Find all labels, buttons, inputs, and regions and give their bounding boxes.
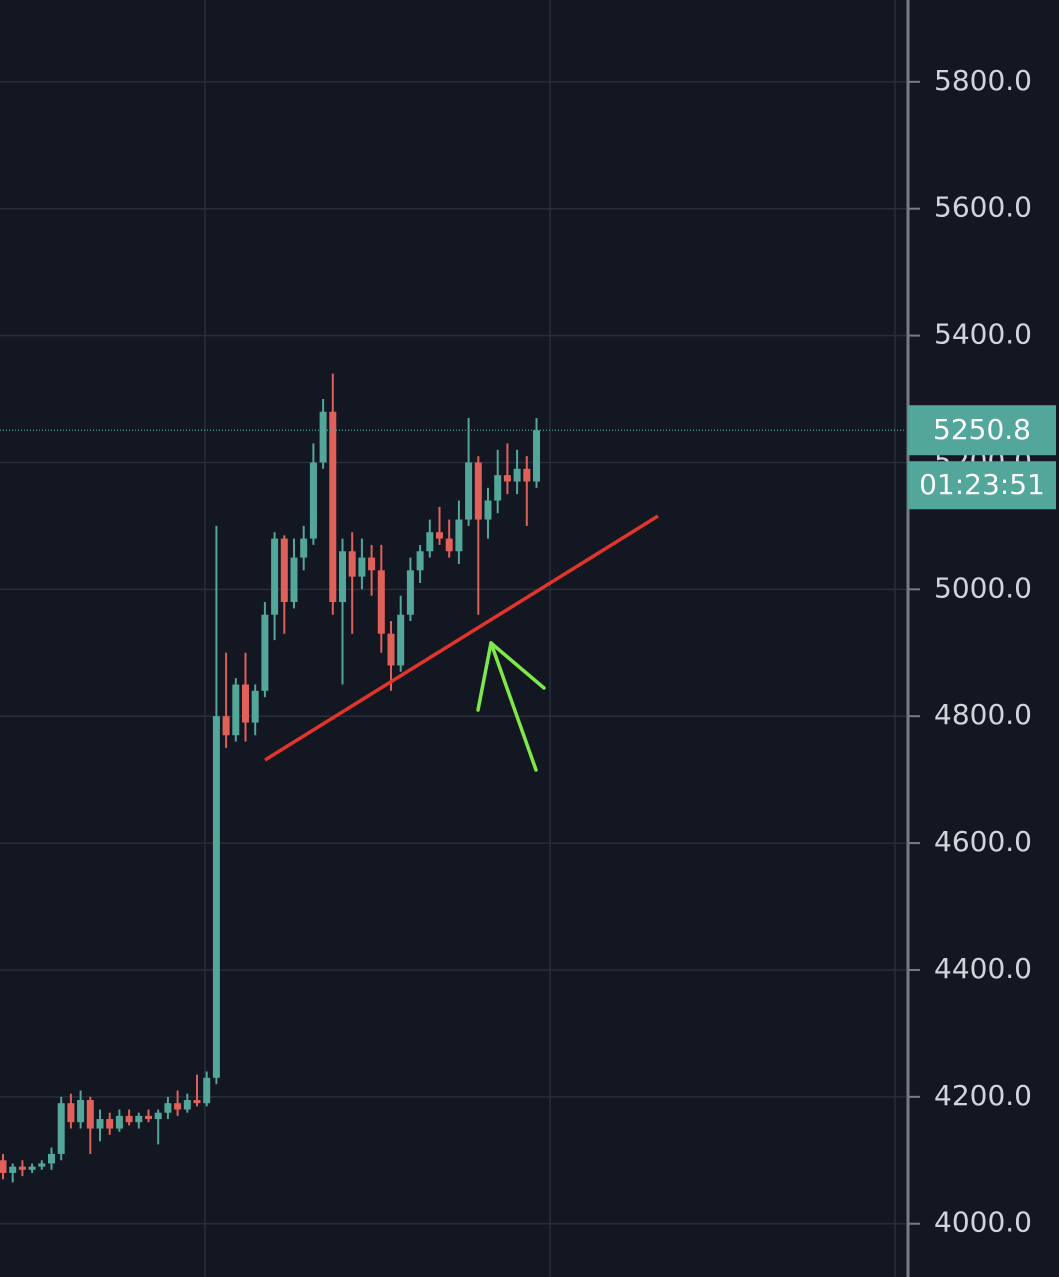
candle-body bbox=[48, 1153, 55, 1164]
candle-body bbox=[96, 1119, 104, 1129]
candle-body bbox=[358, 557, 366, 577]
candle-body bbox=[513, 468, 521, 482]
candle-body bbox=[77, 1100, 85, 1123]
candle-body bbox=[115, 1115, 123, 1129]
candle-body bbox=[38, 1163, 46, 1167]
candle-body bbox=[523, 468, 531, 482]
price-label-box bbox=[908, 405, 1056, 456]
candle-body bbox=[387, 633, 395, 666]
candle-body bbox=[484, 500, 492, 520]
candle-body bbox=[280, 538, 288, 603]
candle-body bbox=[86, 1100, 94, 1129]
candle-body bbox=[9, 1166, 17, 1173]
candle-body bbox=[503, 475, 511, 482]
candle-body bbox=[28, 1166, 36, 1170]
candle-body bbox=[203, 1077, 211, 1104]
candle-body bbox=[261, 614, 269, 691]
candle-body bbox=[242, 684, 249, 723]
candle-body bbox=[329, 411, 337, 603]
trend-line bbox=[264, 514, 659, 762]
candle-body bbox=[106, 1119, 114, 1129]
candle-body bbox=[445, 538, 453, 552]
candle-body bbox=[319, 411, 327, 463]
candle-body bbox=[154, 1112, 162, 1120]
y-tick-label: 4600.0 bbox=[934, 825, 1032, 858]
candle-body bbox=[212, 716, 220, 1078]
candle-body bbox=[426, 532, 434, 552]
candle-body bbox=[368, 557, 376, 571]
y-tick-label: 4000.0 bbox=[934, 1206, 1032, 1239]
candle-body bbox=[251, 690, 259, 723]
y-tick-label: 4200.0 bbox=[934, 1079, 1032, 1112]
candle-body bbox=[67, 1103, 75, 1123]
candle-body bbox=[416, 551, 424, 571]
candle-body bbox=[465, 462, 473, 520]
candle-body bbox=[18, 1166, 26, 1170]
candle-body bbox=[377, 570, 385, 634]
candle-body bbox=[300, 538, 308, 558]
candle-body bbox=[164, 1103, 172, 1113]
candle-body bbox=[145, 1115, 152, 1120]
candle-body bbox=[309, 462, 317, 539]
y-tick-label: 5400.0 bbox=[934, 318, 1032, 351]
y-tick-label: 5000.0 bbox=[934, 571, 1032, 604]
candle-body bbox=[0, 1160, 7, 1173]
arrow bbox=[476, 641, 546, 772]
candle-body bbox=[406, 570, 414, 615]
candle-body bbox=[436, 532, 443, 539]
countdown-box bbox=[908, 461, 1056, 510]
y-tick-label: 4800.0 bbox=[934, 698, 1032, 731]
price-label: 5250.8 bbox=[933, 413, 1031, 446]
candle-body bbox=[57, 1103, 65, 1154]
candle-body bbox=[125, 1115, 133, 1123]
candle-body bbox=[174, 1103, 182, 1110]
candle-body bbox=[135, 1115, 143, 1123]
candle-body bbox=[339, 551, 346, 603]
candle-body bbox=[397, 614, 405, 666]
candle-body bbox=[494, 475, 502, 501]
candle-body bbox=[290, 557, 298, 603]
candle-body bbox=[222, 716, 230, 736]
candle-body bbox=[183, 1100, 191, 1110]
candle-body bbox=[474, 462, 482, 520]
y-tick-label: 5600.0 bbox=[934, 191, 1032, 224]
y-tick-label: 4400.0 bbox=[934, 952, 1032, 985]
candle-body bbox=[348, 551, 356, 577]
candle-body bbox=[232, 684, 240, 736]
candle-body bbox=[193, 1100, 201, 1104]
candle-body bbox=[271, 538, 279, 615]
y-tick-label: 5800.0 bbox=[934, 64, 1032, 97]
countdown: 01:23:51 bbox=[919, 468, 1045, 501]
candle-body bbox=[455, 519, 463, 552]
candle-body bbox=[533, 430, 540, 482]
